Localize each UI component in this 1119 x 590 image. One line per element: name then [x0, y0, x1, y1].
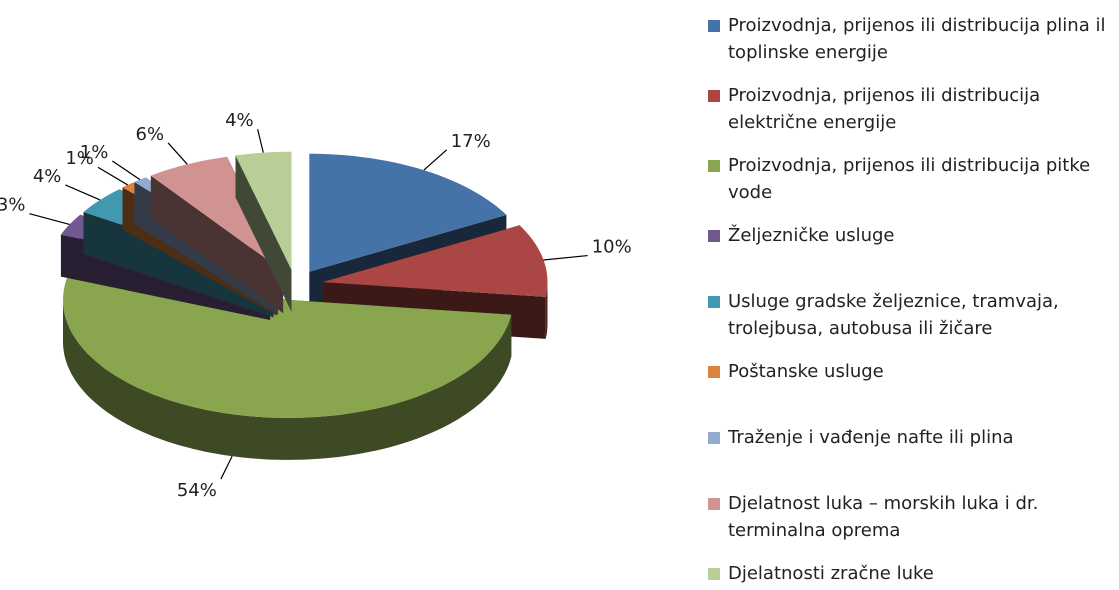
slice-top: [309, 153, 507, 272]
data-label: 1%: [65, 148, 94, 169]
legend-swatch: [708, 432, 720, 444]
legend-label: Proizvodnja, prijenos ili distribucija p…: [728, 155, 1091, 203]
chart: 17%10%54%3%4%1%1%6%4%: [0, 110, 632, 501]
legend-label: Djelatnosti zračne luke: [728, 563, 934, 584]
legend-swatch: [708, 568, 720, 580]
legend-swatch: [708, 160, 720, 172]
legend-item: Usluge gradske željeznice, tramvaja, tro…: [708, 288, 1119, 342]
legend-swatch: [708, 296, 720, 308]
data-label: 4%: [225, 110, 254, 131]
legend-item: Proizvodnja, prijenos ili distribucija p…: [708, 152, 1119, 206]
legend-label: Proizvodnja, prijenos ili distribucija p…: [728, 15, 1106, 63]
legend-item: Traženje i vađenje nafte ili plina: [708, 424, 1119, 451]
legend-label: Poštanske usluge: [728, 361, 884, 382]
leader-line: [65, 184, 101, 201]
slice-wall: [545, 282, 548, 339]
legend-item: Poštanske usluge: [708, 358, 1119, 385]
legend-label: Traženje i vađenje nafte ili plina: [728, 427, 1014, 448]
legend-swatch: [708, 498, 720, 510]
slice-side: [235, 155, 292, 312]
leader-line: [423, 149, 448, 171]
legend-label: Usluge gradske željeznice, tramvaja, tro…: [728, 291, 1059, 339]
legend-swatch: [708, 20, 720, 32]
legend-label: Željezničke usluge: [728, 225, 895, 246]
leader-line: [97, 166, 128, 186]
legend-item: Djelatnosti zračne luke: [708, 560, 1119, 587]
data-label: 17%: [451, 131, 491, 152]
slice-top: [322, 225, 548, 297]
data-label: 10%: [592, 237, 632, 258]
leader-line: [543, 254, 588, 261]
slice-top: [150, 156, 284, 272]
leader-line: [112, 160, 141, 181]
legend-item: Proizvodnja, prijenos ili distribucija e…: [708, 82, 1119, 136]
leader-line: [220, 455, 233, 480]
legend-swatch: [708, 230, 720, 242]
legend-swatch: [708, 90, 720, 102]
leader-line: [167, 142, 188, 165]
slice-side: [83, 212, 274, 318]
legend-swatch: [708, 366, 720, 378]
legend-label: Djelatnost luka – morskih luka i dr. ter…: [728, 493, 1039, 541]
data-label: 1%: [80, 142, 109, 163]
data-label: 3%: [0, 195, 25, 216]
data-label: 54%: [177, 480, 217, 501]
data-label: 6%: [136, 124, 165, 145]
slice-side: [150, 175, 284, 314]
slice: [235, 151, 292, 312]
legend-item: Željezničke usluge: [708, 222, 1119, 249]
slice-wall: [63, 299, 512, 460]
legend-item: Proizvodnja, prijenos ili distribucija p…: [708, 12, 1119, 66]
leader-line: [29, 213, 70, 226]
legend-label: Proizvodnja, prijenos ili distribucija e…: [728, 85, 1041, 133]
legend-item: Djelatnost luka – morskih luka i dr. ter…: [708, 490, 1119, 544]
leader-line: [257, 129, 264, 153]
data-label: 4%: [33, 166, 62, 187]
slice-top: [235, 151, 292, 270]
